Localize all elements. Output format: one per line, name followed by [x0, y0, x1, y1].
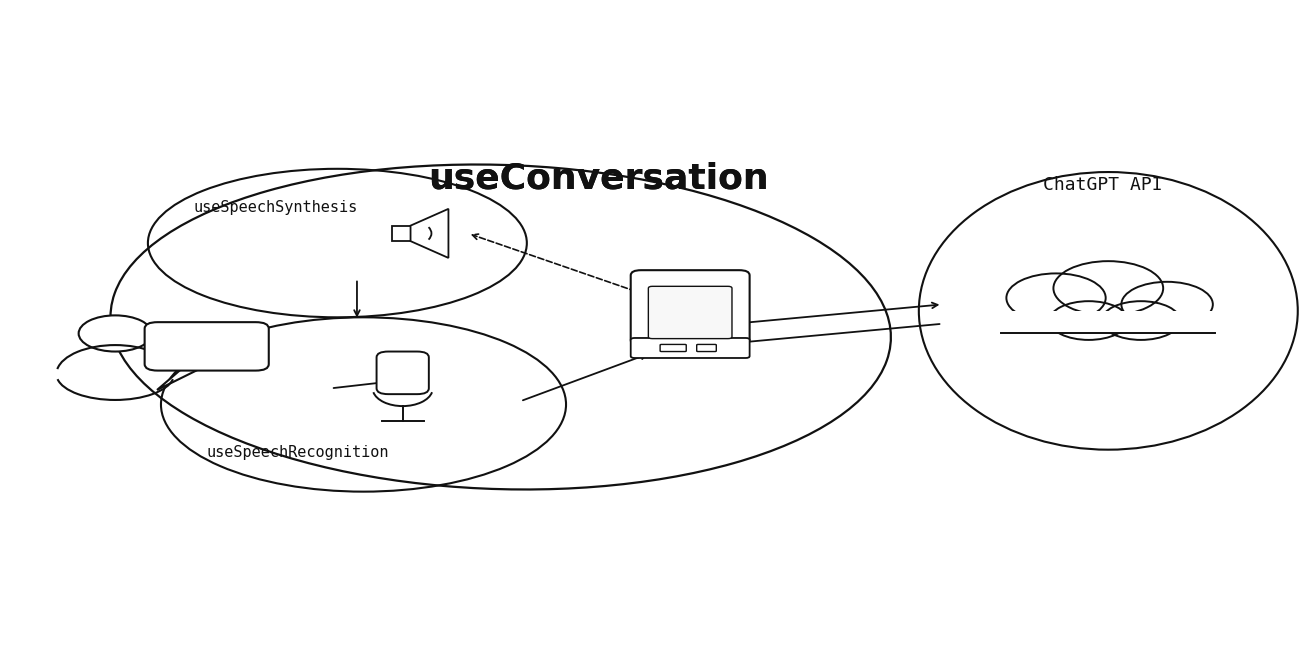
Polygon shape — [156, 364, 209, 390]
Circle shape — [79, 315, 151, 352]
Text: useSpeechSynthesis: useSpeechSynthesis — [193, 200, 358, 215]
Bar — [392, 226, 410, 241]
Circle shape — [1102, 301, 1180, 340]
Circle shape — [1006, 273, 1106, 322]
FancyBboxPatch shape — [376, 352, 429, 394]
Circle shape — [1049, 301, 1128, 340]
FancyBboxPatch shape — [648, 286, 732, 339]
FancyBboxPatch shape — [697, 345, 717, 352]
Text: useSpeechRecognition: useSpeechRecognition — [206, 445, 389, 460]
Polygon shape — [410, 209, 448, 258]
FancyArrowPatch shape — [334, 377, 412, 388]
Text: ChatGPT API: ChatGPT API — [1043, 176, 1162, 194]
FancyBboxPatch shape — [145, 322, 268, 371]
FancyBboxPatch shape — [660, 345, 686, 352]
FancyArrowPatch shape — [523, 354, 647, 400]
FancyArrowPatch shape — [736, 303, 938, 324]
FancyArrowPatch shape — [354, 281, 360, 316]
FancyArrowPatch shape — [472, 234, 652, 297]
Circle shape — [1122, 282, 1212, 327]
Bar — [990, 311, 1226, 334]
FancyArrowPatch shape — [738, 324, 940, 345]
Circle shape — [1053, 261, 1164, 315]
FancyBboxPatch shape — [631, 338, 750, 358]
Text: useConversation: useConversation — [429, 162, 769, 196]
Text: useConversation: useConversation — [429, 162, 769, 196]
FancyBboxPatch shape — [631, 270, 750, 345]
